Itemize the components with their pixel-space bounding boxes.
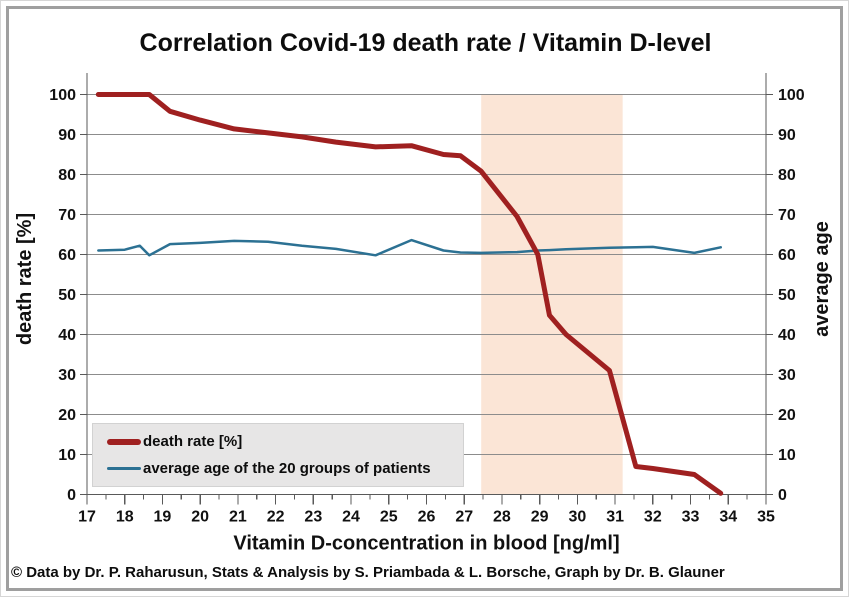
y-tick-label-right: 70 <box>778 207 796 224</box>
legend-label-death-rate: death rate [%] <box>143 433 243 450</box>
y-tick-label-left: 20 <box>58 407 76 424</box>
legend-label-average-age: average age of the 20 groups of patients <box>143 460 431 477</box>
x-tick-label: 23 <box>304 509 322 526</box>
x-tick-label: 35 <box>757 509 775 526</box>
y-tick-label-right: 60 <box>778 247 796 264</box>
x-tick-label: 21 <box>229 509 247 526</box>
y-tick-label-right: 30 <box>778 367 796 384</box>
x-tick-label: 34 <box>719 509 737 526</box>
x-tick-label: 31 <box>606 509 624 526</box>
x-tick-label: 19 <box>154 509 172 526</box>
average-age-line <box>97 238 722 257</box>
y-tick-label-right: 0 <box>778 487 787 504</box>
y-tick-label-right: 80 <box>778 167 796 184</box>
x-axis-title: Vitamin D-concentration in blood [ng/ml] <box>233 533 619 555</box>
y-tick-label-right: 90 <box>778 127 796 144</box>
y-tick-label-right: 100 <box>778 87 805 104</box>
legend: death rate [%] average age of the 20 gro… <box>92 423 464 487</box>
y-axis-title-left: death rate [%] <box>14 213 36 345</box>
y-tick-label-left: 10 <box>58 447 76 464</box>
death-rate-line <box>95 92 724 496</box>
x-tick-label: 28 <box>493 509 511 526</box>
chart-title: Correlation Covid-19 death rate / Vitami… <box>139 29 712 57</box>
y-tick-label-left: 70 <box>58 207 76 224</box>
x-tick-label: 33 <box>682 509 700 526</box>
x-tick-label: 30 <box>568 509 586 526</box>
x-tick-label: 17 <box>78 509 96 526</box>
y-tick-label-left: 60 <box>58 247 76 264</box>
x-tick-label: 29 <box>531 509 549 526</box>
y-tick-label-right: 40 <box>778 327 796 344</box>
x-tick-label: 26 <box>418 509 436 526</box>
y-tick-label-left: 90 <box>58 127 76 144</box>
y-tick-label-left: 100 <box>49 87 76 104</box>
credits: © Data by Dr. P. Raharusun, Stats & Anal… <box>11 564 725 581</box>
y-tick-label-left: 0 <box>67 487 76 504</box>
death-rate-line-swatch <box>107 438 141 445</box>
x-tick-label: 22 <box>267 509 285 526</box>
y-tick-label-left: 30 <box>58 367 76 384</box>
y-axis-title-right: average age <box>811 221 833 337</box>
x-tick-label: 27 <box>455 509 473 526</box>
chart-canvas: 0 0 10 10 20 20 30 30 40 40 50 50 60 60 70 70 80 80 90 90 10… <box>14 73 833 555</box>
y-tick-label-right: 10 <box>778 447 796 464</box>
x-tick-label: 18 <box>116 509 134 526</box>
y-tick-label-left: 40 <box>58 327 76 344</box>
legend-item-death-rate: death rate [%] <box>107 433 463 450</box>
x-tick-label: 20 <box>191 509 209 526</box>
y-tick-label-left: 80 <box>58 167 76 184</box>
x-tick-label: 25 <box>380 509 398 526</box>
y-tick-label-right: 50 <box>778 287 796 304</box>
legend-item-average-age: average age of the 20 groups of patients <box>107 460 463 477</box>
x-tick-label: 32 <box>644 509 662 526</box>
average-age-line-swatch <box>107 467 141 470</box>
y-tick-label-right: 20 <box>778 407 796 424</box>
x-tick-label: 24 <box>342 509 360 526</box>
y-tick-label-left: 50 <box>58 287 76 304</box>
